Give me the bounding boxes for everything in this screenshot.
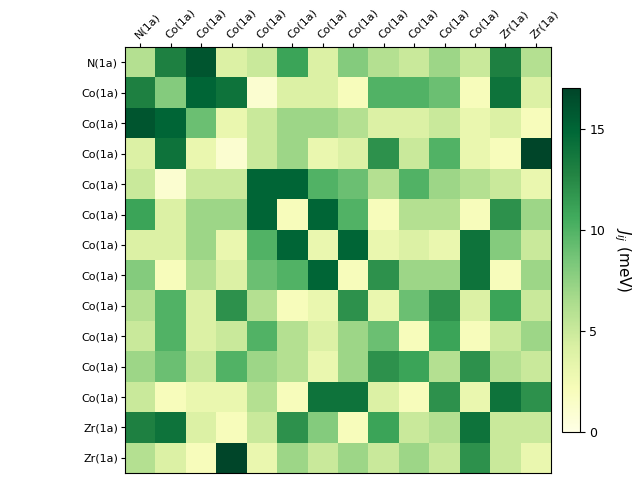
- Y-axis label: $J_{ij}$ (meV): $J_{ij}$ (meV): [612, 228, 633, 293]
